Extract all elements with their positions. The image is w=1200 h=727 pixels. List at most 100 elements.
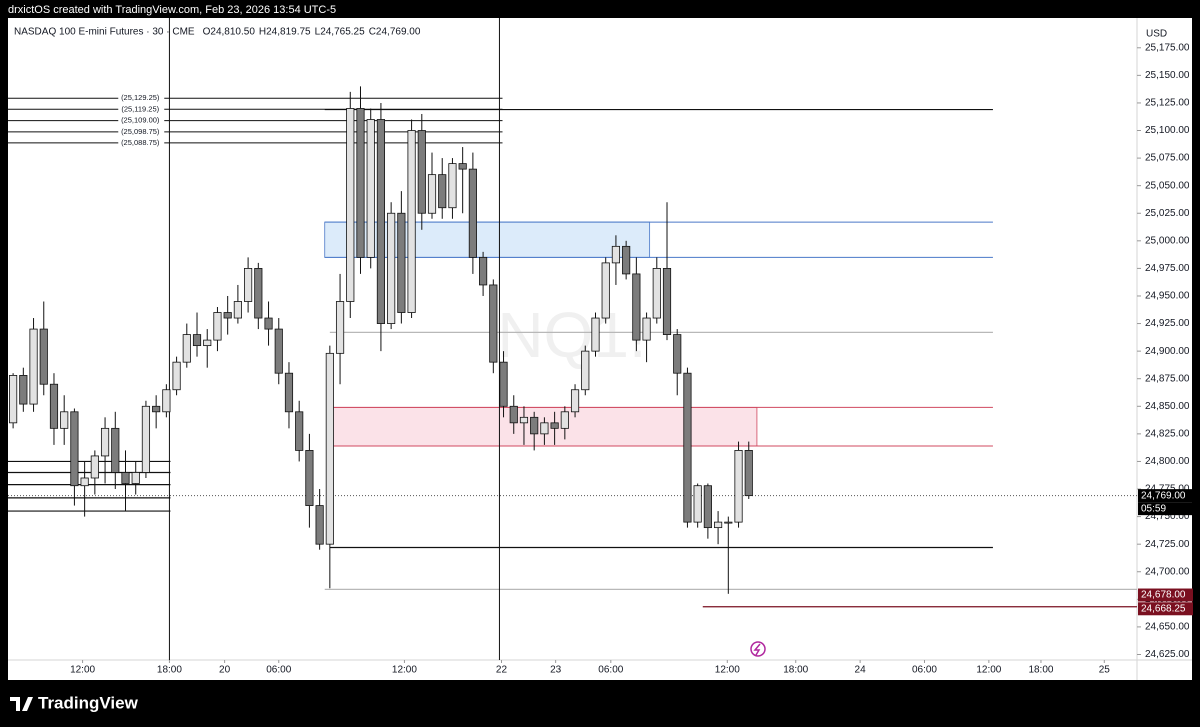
y-tick-label: 25,050.00 (1145, 180, 1190, 191)
candle-body (652, 268, 661, 319)
candle-body (325, 352, 334, 545)
y-tick-label: 24,700.00 (1145, 566, 1190, 577)
x-tick-label: 06:00 (266, 665, 291, 676)
y-tick-label: 25,000.00 (1145, 235, 1190, 246)
candle-body (376, 119, 386, 324)
candle-body (714, 521, 723, 529)
price-badge: 24,678.00 (1141, 590, 1186, 601)
x-tick-label: 18:00 (1028, 665, 1053, 676)
candle-body (121, 472, 130, 484)
currency: USD (1146, 29, 1167, 40)
candle-body (489, 284, 498, 363)
candle-body (427, 174, 437, 214)
x-tick-label: 12:00 (715, 665, 740, 676)
candle-body (509, 405, 518, 424)
candle-body (305, 450, 314, 506)
level-label-bg (118, 115, 165, 125)
y-tick-label: 24,925.00 (1145, 318, 1190, 329)
level-label: (25,109.00) (121, 116, 160, 125)
candle-body (284, 372, 294, 413)
last-price-label: 24,769.00 (1141, 490, 1186, 501)
legend-key: O (203, 27, 211, 38)
event-icon-bolt (753, 643, 761, 656)
candle-body (673, 334, 682, 374)
candle-body (570, 389, 580, 413)
price-badge-bg (1138, 588, 1193, 602)
candle-body (203, 339, 212, 347)
y-tick-label: 24,650.00 (1145, 622, 1190, 633)
x-tick-label: 22 (496, 665, 508, 676)
y-tick-label: 24,975.00 (1145, 263, 1190, 274)
candle-body (192, 334, 202, 347)
x-tick-label: 06:00 (912, 665, 937, 676)
candle-body (724, 521, 733, 524)
countdown: 05:59 (1141, 503, 1166, 514)
candle-body (540, 422, 549, 435)
candle-body (438, 174, 447, 209)
x-tick-label: 12:00 (392, 665, 417, 676)
brand-logo: TradingView (10, 693, 139, 712)
y-tick-label: 25,175.00 (1145, 42, 1190, 53)
level-label: (25,119.25) (121, 104, 159, 113)
candle-body (70, 411, 79, 487)
legend-value: 24,810.50 (210, 27, 255, 38)
candle-body (479, 256, 488, 286)
countdown-bg (1138, 502, 1193, 516)
candle-body (417, 130, 426, 214)
candle-body (264, 317, 273, 330)
candle-body (632, 273, 641, 341)
candle-body (223, 312, 232, 319)
level-label: (25,098.75) (121, 127, 160, 136)
candle-body (703, 485, 712, 529)
candle-body (39, 328, 48, 385)
candle-body (49, 383, 59, 429)
candle-body (60, 411, 69, 429)
candle-body (80, 477, 89, 487)
candle-body (335, 301, 345, 354)
y-tick-label: 25,150.00 (1145, 70, 1190, 81)
candle-body (683, 372, 692, 523)
level-label: (25,129.25) (121, 93, 160, 102)
y-tick-label: 24,850.00 (1145, 401, 1190, 412)
level-label-bg (118, 126, 165, 136)
y-tick-label: 24,900.00 (1145, 346, 1190, 357)
y-tick-label: 25,025.00 (1145, 208, 1190, 219)
candle-body (19, 375, 28, 405)
candle-body (560, 411, 569, 429)
legend-value: 24,819.75 (266, 27, 311, 38)
x-tick-label: 06:00 (598, 665, 623, 676)
candle-body (601, 262, 610, 319)
y-tick-label: 24,825.00 (1145, 429, 1190, 440)
level-label: (25,088.75) (121, 138, 160, 147)
legend-key: H (259, 27, 266, 38)
candle-body (519, 416, 529, 424)
candle-body (662, 268, 672, 335)
x-tick-label: 24 (855, 665, 867, 676)
price-badge-bg (1138, 602, 1193, 616)
x-tick-label: 23 (550, 665, 562, 676)
candle-body (274, 328, 283, 374)
last-price-label-bg (1138, 489, 1193, 503)
watermark: NQ1! (497, 299, 646, 371)
caption: drxictOS created with TradingView.com, F… (8, 4, 336, 16)
candle-body (693, 485, 702, 523)
candle-body (172, 361, 181, 391)
candle-body (468, 168, 477, 258)
candle-body (397, 212, 406, 313)
legend-key: C (369, 27, 376, 38)
event-icon[interactable] (750, 641, 766, 657)
y-tick-label: 24,800.00 (1145, 456, 1190, 467)
price-badge: 24,668.25 (1141, 603, 1186, 614)
candle-body (458, 163, 467, 170)
y-tick-label: 25,125.00 (1145, 98, 1190, 109)
candle-body (642, 317, 651, 341)
candle-body (315, 505, 324, 545)
legend-symbol: NASDAQ 100 E-mini Futures · 30 · CME (14, 27, 195, 38)
logo-mark (10, 697, 33, 711)
candle-body (111, 427, 120, 473)
legend-key: L (315, 27, 321, 38)
x-tick-label: 12:00 (976, 665, 1001, 676)
brand-name: TradingView (38, 693, 139, 712)
candle-body (622, 245, 631, 275)
